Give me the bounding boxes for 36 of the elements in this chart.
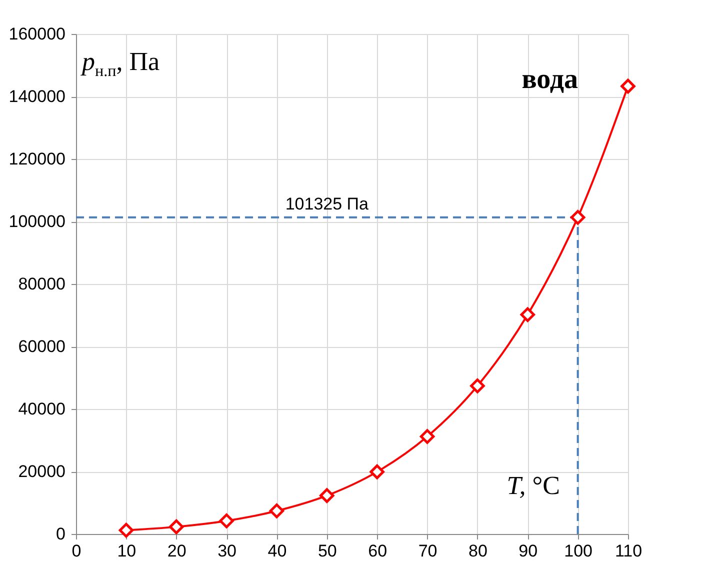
y-tick-label: 80000 xyxy=(18,274,66,294)
y-tick-label: 140000 xyxy=(8,87,66,106)
annotation: вода xyxy=(522,64,578,95)
point xyxy=(168,519,184,534)
point xyxy=(570,210,586,225)
x-tick-label: 20 xyxy=(167,542,186,560)
x-tick-label: 60 xyxy=(368,542,388,560)
ref-line-label: 101325 Па xyxy=(285,194,370,214)
x-tick-label: 50 xyxy=(318,542,337,560)
y-axis-title: p$_{н.п}$, Па xyxy=(82,47,160,80)
x-tick-label: 0 xyxy=(72,542,82,560)
y-tick-label: 0 xyxy=(56,524,66,544)
point xyxy=(420,429,435,444)
point xyxy=(320,488,334,503)
y-tick-label: 40000 xyxy=(18,400,66,418)
point xyxy=(269,504,284,518)
x-tick-label: 100 xyxy=(564,542,593,560)
x-tick-label: 10 xyxy=(117,542,136,560)
x-tick-label: 110 xyxy=(614,542,642,560)
x-tick-label: 90 xyxy=(518,542,538,560)
point xyxy=(370,464,384,480)
x-tick-label: 40 xyxy=(268,542,287,560)
y-tick-label: 60000 xyxy=(18,337,66,356)
point xyxy=(620,78,636,94)
point xyxy=(470,378,485,394)
x-tick-label: 30 xyxy=(218,542,237,560)
point xyxy=(118,522,134,538)
x-axis-title: T, °C xyxy=(506,471,560,500)
x-tick-label: 70 xyxy=(418,542,438,560)
y-tick-label: 100000 xyxy=(8,212,66,231)
y-tick-label: 120000 xyxy=(8,150,66,168)
point xyxy=(520,307,536,322)
point xyxy=(219,514,234,528)
y-tick-label: 160000 xyxy=(8,24,66,44)
x-tick-label: 80 xyxy=(468,542,488,560)
y-tick-label: 20000 xyxy=(18,462,66,481)
